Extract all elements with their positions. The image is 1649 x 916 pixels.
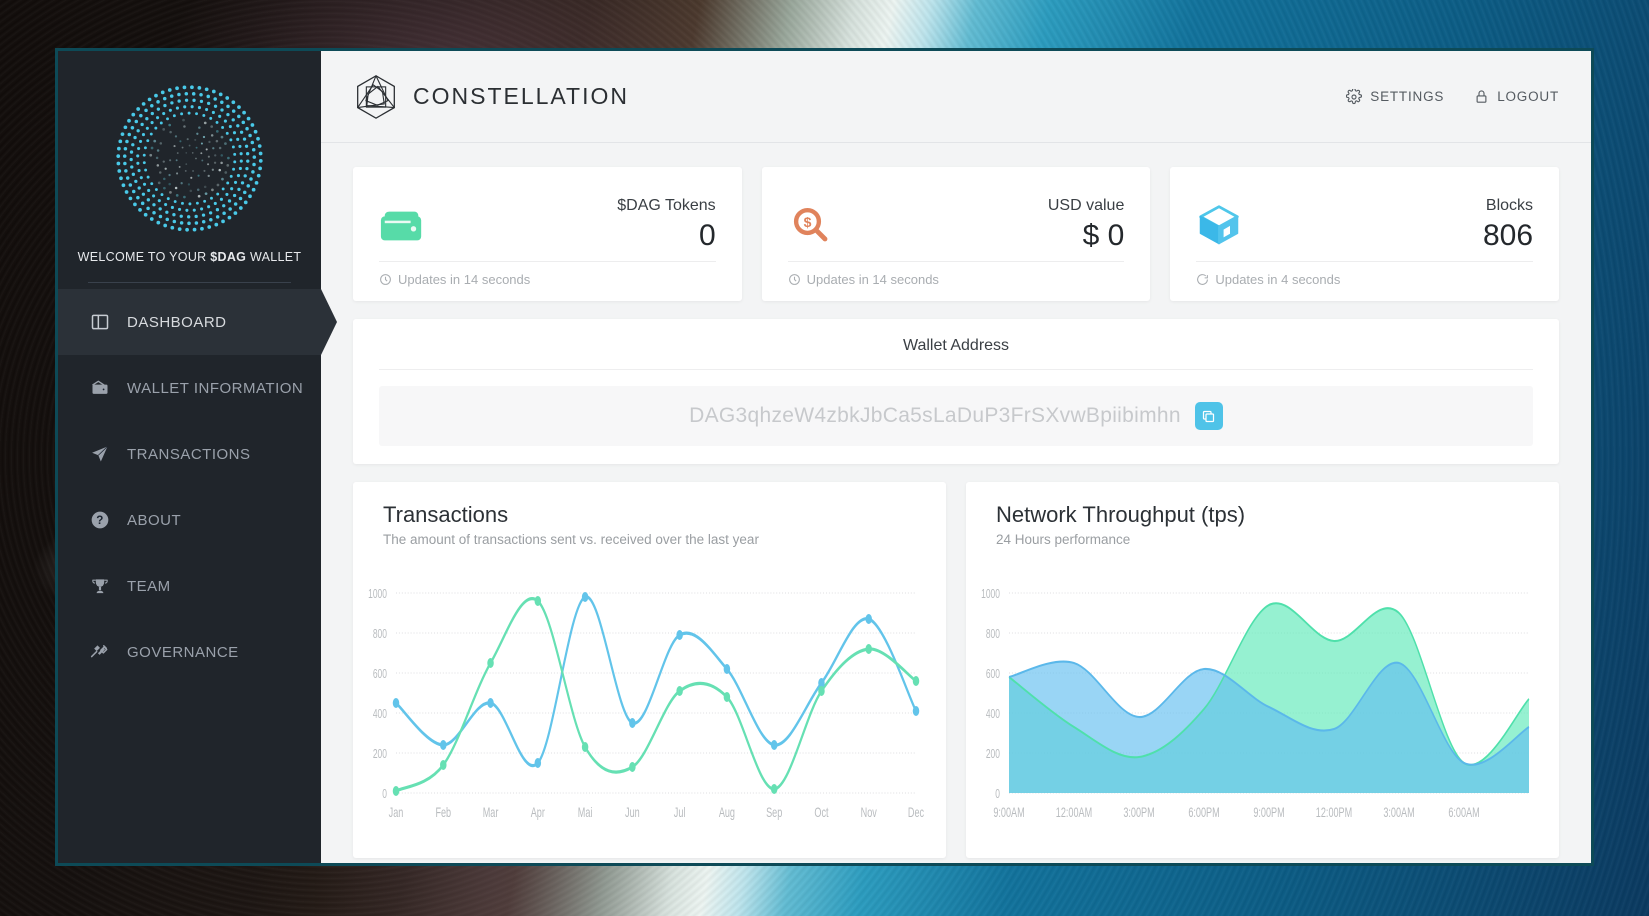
svg-text:Sep: Sep xyxy=(766,804,783,821)
svg-text:200: 200 xyxy=(373,747,387,761)
svg-text:Jul: Jul xyxy=(674,804,686,821)
svg-text:600: 600 xyxy=(373,667,387,681)
svg-text:?: ? xyxy=(96,514,104,527)
svg-text:Jun: Jun xyxy=(625,804,640,821)
svg-text:3:00AM: 3:00AM xyxy=(1383,804,1414,821)
svg-text:400: 400 xyxy=(986,707,1000,721)
svg-text:6:00PM: 6:00PM xyxy=(1188,804,1219,821)
svg-text:1000: 1000 xyxy=(981,587,1000,601)
svg-text:12:00AM: 12:00AM xyxy=(1056,804,1092,821)
svg-text:800: 800 xyxy=(986,627,1000,641)
svg-text:Apr: Apr xyxy=(531,804,545,821)
svg-text:6:00AM: 6:00AM xyxy=(1448,804,1479,821)
svg-text:Feb: Feb xyxy=(435,804,451,821)
svg-text:9:00PM: 9:00PM xyxy=(1253,804,1284,821)
svg-text:3:00PM: 3:00PM xyxy=(1123,804,1154,821)
svg-text:200: 200 xyxy=(986,747,1000,761)
svg-text:600: 600 xyxy=(986,667,1000,681)
svg-text:$: $ xyxy=(803,214,811,230)
svg-text:1000: 1000 xyxy=(368,587,387,601)
svg-text:Dec: Dec xyxy=(908,804,924,821)
svg-text:400: 400 xyxy=(373,707,387,721)
svg-text:0: 0 xyxy=(382,787,387,801)
svg-text:Aug: Aug xyxy=(719,804,735,821)
svg-text:12:00PM: 12:00PM xyxy=(1316,804,1352,821)
svg-text:Jan: Jan xyxy=(389,804,404,821)
svg-text:Oct: Oct xyxy=(814,804,829,821)
svg-text:Nov: Nov xyxy=(861,804,877,821)
svg-text:Mar: Mar xyxy=(483,804,499,821)
svg-text:Mai: Mai xyxy=(578,804,593,821)
svg-text:0: 0 xyxy=(995,787,1000,801)
svg-text:9:00AM: 9:00AM xyxy=(993,804,1024,821)
svg-text:800: 800 xyxy=(373,627,387,641)
